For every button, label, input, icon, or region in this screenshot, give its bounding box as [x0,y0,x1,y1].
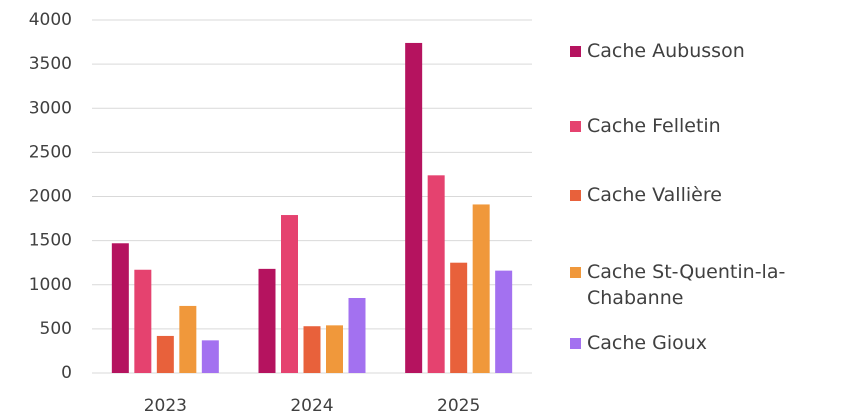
y-tick-label: 1000 [29,275,72,295]
bar [281,215,298,373]
y-tick-label: 3500 [29,54,72,74]
bar [427,175,445,373]
bar [179,305,197,373]
y-tick-label: 4000 [29,10,72,30]
bar [495,270,513,373]
legend-item: Cache Vallière [570,182,820,208]
x-tick-label: 2025 [437,396,480,413]
x-tick-label: 2024 [290,396,333,413]
bar [450,262,468,373]
legend-item: Cache Aubusson [570,38,820,64]
y-tick-label: 3000 [29,98,72,118]
bar [326,325,343,373]
bar [258,268,276,373]
bar [405,42,423,373]
legend-label: Cache St-Quentin-la-Chabanne [587,261,786,309]
y-tick-label: 0 [61,363,72,383]
legend-swatch [570,338,581,349]
bar [472,204,490,373]
legend-item: Cache St-Quentin-la-Chabanne [570,259,820,311]
y-tick-label: 2000 [29,187,72,207]
legend-label: Cache Felletin [587,115,721,137]
y-tick-label: 2500 [29,142,72,162]
x-tick-label: 2023 [144,396,187,413]
legend-swatch [570,121,581,132]
legend-item: Cache Felletin [570,113,820,139]
legend-label: Cache Gioux [587,332,708,354]
bar [156,335,174,373]
bar [111,243,129,373]
bar [348,297,366,373]
bar [134,269,152,373]
legend-item: Cache Gioux [570,330,820,356]
legend-swatch [570,267,581,278]
legend-label: Cache Aubusson [587,40,745,62]
legend-swatch [570,190,581,201]
legend-label: Cache Vallière [587,184,722,206]
legend-swatch [570,46,581,57]
bar [201,340,219,373]
bar [303,326,321,373]
y-tick-label: 1500 [29,231,72,251]
y-tick-label: 500 [40,319,72,339]
